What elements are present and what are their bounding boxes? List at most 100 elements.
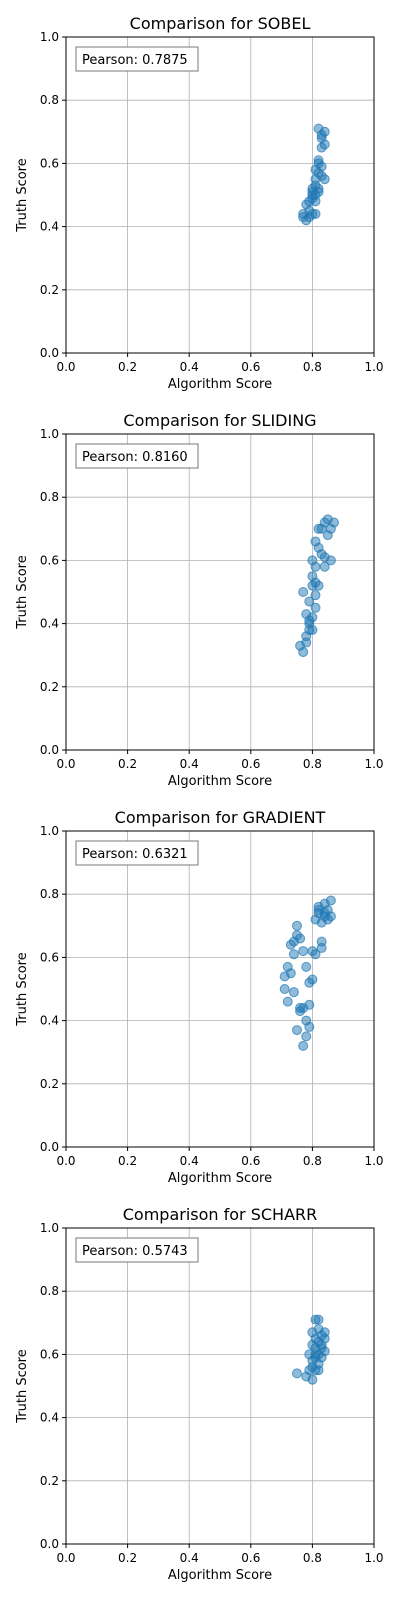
- x-tick-label: 0.8: [303, 1551, 322, 1565]
- pearson-annotation: Pearson: 0.8160: [82, 450, 188, 465]
- x-tick-label: 0.6: [241, 1551, 260, 1565]
- data-point: [304, 615, 315, 626]
- y-tick-label: 0.6: [40, 1347, 59, 1361]
- x-tick-label: 0.8: [303, 757, 322, 771]
- pearson-annotation: Pearson: 0.7875: [82, 53, 188, 68]
- chart-title: Comparison for SLIDING: [123, 411, 316, 430]
- data-point: [307, 555, 318, 566]
- data-point: [298, 946, 309, 957]
- data-point: [316, 942, 327, 953]
- data-point: [310, 196, 321, 207]
- y-tick-label: 0.2: [40, 1474, 59, 1488]
- y-tick-label: 0.6: [40, 156, 59, 170]
- data-point: [310, 208, 321, 219]
- x-tick-label: 0.2: [118, 360, 137, 374]
- data-point: [325, 555, 336, 566]
- data-point: [304, 1021, 315, 1032]
- y-tick-label: 0.6: [40, 950, 59, 964]
- data-point: [316, 129, 327, 140]
- data-point: [292, 1368, 302, 1379]
- x-tick-label: 0.0: [56, 1154, 75, 1168]
- x-axis-label: Algorithm Score: [168, 377, 272, 392]
- data-point: [288, 949, 299, 960]
- data-point: [298, 647, 309, 658]
- y-tick-label: 0.0: [40, 1140, 59, 1154]
- y-tick-label: 0.6: [40, 553, 59, 567]
- annotation-box: [75, 840, 199, 866]
- data-point: [316, 161, 327, 172]
- x-axis-label: Algorithm Score: [168, 1171, 272, 1186]
- data-point: [282, 996, 293, 1007]
- x-tick-label: 0.0: [56, 360, 75, 374]
- data-point: [307, 1374, 318, 1385]
- y-tick-label: 0.4: [40, 1014, 59, 1028]
- annotation-box: [75, 46, 199, 72]
- chart-title: Comparison for GRADIENT: [115, 808, 326, 827]
- data-point: [325, 895, 336, 906]
- y-tick-label: 0.2: [40, 1077, 59, 1091]
- data-point: [313, 1314, 324, 1325]
- x-tick-label: 1.0: [364, 1551, 383, 1565]
- data-point: [310, 536, 321, 547]
- y-tick-label: 0.8: [40, 490, 59, 504]
- data-point: [292, 920, 302, 931]
- x-tick-label: 1.0: [364, 1154, 383, 1168]
- axes-frame: [65, 830, 375, 1148]
- y-axis-label: Truth Score: [15, 555, 30, 630]
- scatter-panel-2: Comparison for SLIDING 0.0 0.2 0.4 0.6 0.8 1.0…: [15, 411, 384, 789]
- data-point: [301, 1031, 312, 1042]
- data-point: [310, 577, 321, 588]
- y-axis-label: Truth Score: [15, 952, 30, 1027]
- data-point: [310, 602, 321, 613]
- x-tick-label: 0.8: [303, 360, 322, 374]
- data-point: [319, 1327, 330, 1338]
- y-tick-label: 0.8: [40, 1284, 59, 1298]
- data-point: [295, 1002, 306, 1013]
- y-tick-label: 0.4: [40, 220, 59, 234]
- y-tick-label: 0.8: [40, 93, 59, 107]
- y-tick-label: 0.2: [40, 283, 59, 297]
- y-tick-label: 0.0: [40, 346, 59, 360]
- axes-frame: [65, 1227, 375, 1545]
- x-tick-label: 0.4: [180, 360, 199, 374]
- chart-title: Comparison for SOBEL: [130, 14, 311, 33]
- y-axis-label: Truth Score: [15, 1349, 30, 1424]
- pearson-annotation: Pearson: 0.5743: [82, 1244, 188, 1259]
- scatter-panel-1: Comparison for SOBEL 0.0 0.2 0.4 0.6 0.8 1.0 0.…: [15, 14, 384, 392]
- axes-frame: [65, 36, 375, 354]
- x-tick-label: 0.6: [241, 1154, 260, 1168]
- data-point: [310, 949, 321, 960]
- x-tick-label: 0.4: [180, 1154, 199, 1168]
- y-tick-label: 1.0: [40, 427, 59, 441]
- data-point: [288, 936, 299, 947]
- x-tick-label: 0.0: [56, 1551, 75, 1565]
- x-tick-label: 0.2: [118, 1154, 137, 1168]
- data-point: [285, 968, 296, 979]
- y-tick-label: 0.4: [40, 1411, 59, 1425]
- y-tick-label: 1.0: [40, 1221, 59, 1235]
- scatter-panel-3: Comparison for GRADIENT 0.0 0.2 0.4 0.6 0.8 1.…: [15, 808, 384, 1186]
- y-tick-label: 0.8: [40, 887, 59, 901]
- annotation-box: [75, 443, 199, 469]
- data-point: [298, 587, 309, 597]
- data-point: [313, 183, 324, 194]
- x-axis-label: Algorithm Score: [168, 774, 272, 789]
- y-tick-label: 1.0: [40, 30, 59, 44]
- data-point: [307, 974, 318, 985]
- scatter-panel-4: Comparison for SCHARR 0.0 0.2 0.4 0.6 0.8 1.0 0…: [15, 1205, 384, 1583]
- x-tick-label: 0.2: [118, 757, 137, 771]
- x-tick-label: 0.8: [303, 1154, 322, 1168]
- x-tick-label: 0.6: [241, 360, 260, 374]
- data-point: [319, 174, 330, 185]
- data-point: [322, 514, 333, 525]
- data-point: [313, 1365, 324, 1376]
- data-point: [307, 1355, 318, 1366]
- data-point: [279, 984, 290, 994]
- x-tick-label: 0.2: [118, 1551, 137, 1565]
- data-point: [298, 1040, 309, 1051]
- x-tick-label: 0.4: [180, 757, 199, 771]
- data-point: [301, 961, 312, 972]
- data-point: [304, 596, 315, 607]
- x-tick-label: 0.4: [180, 1551, 199, 1565]
